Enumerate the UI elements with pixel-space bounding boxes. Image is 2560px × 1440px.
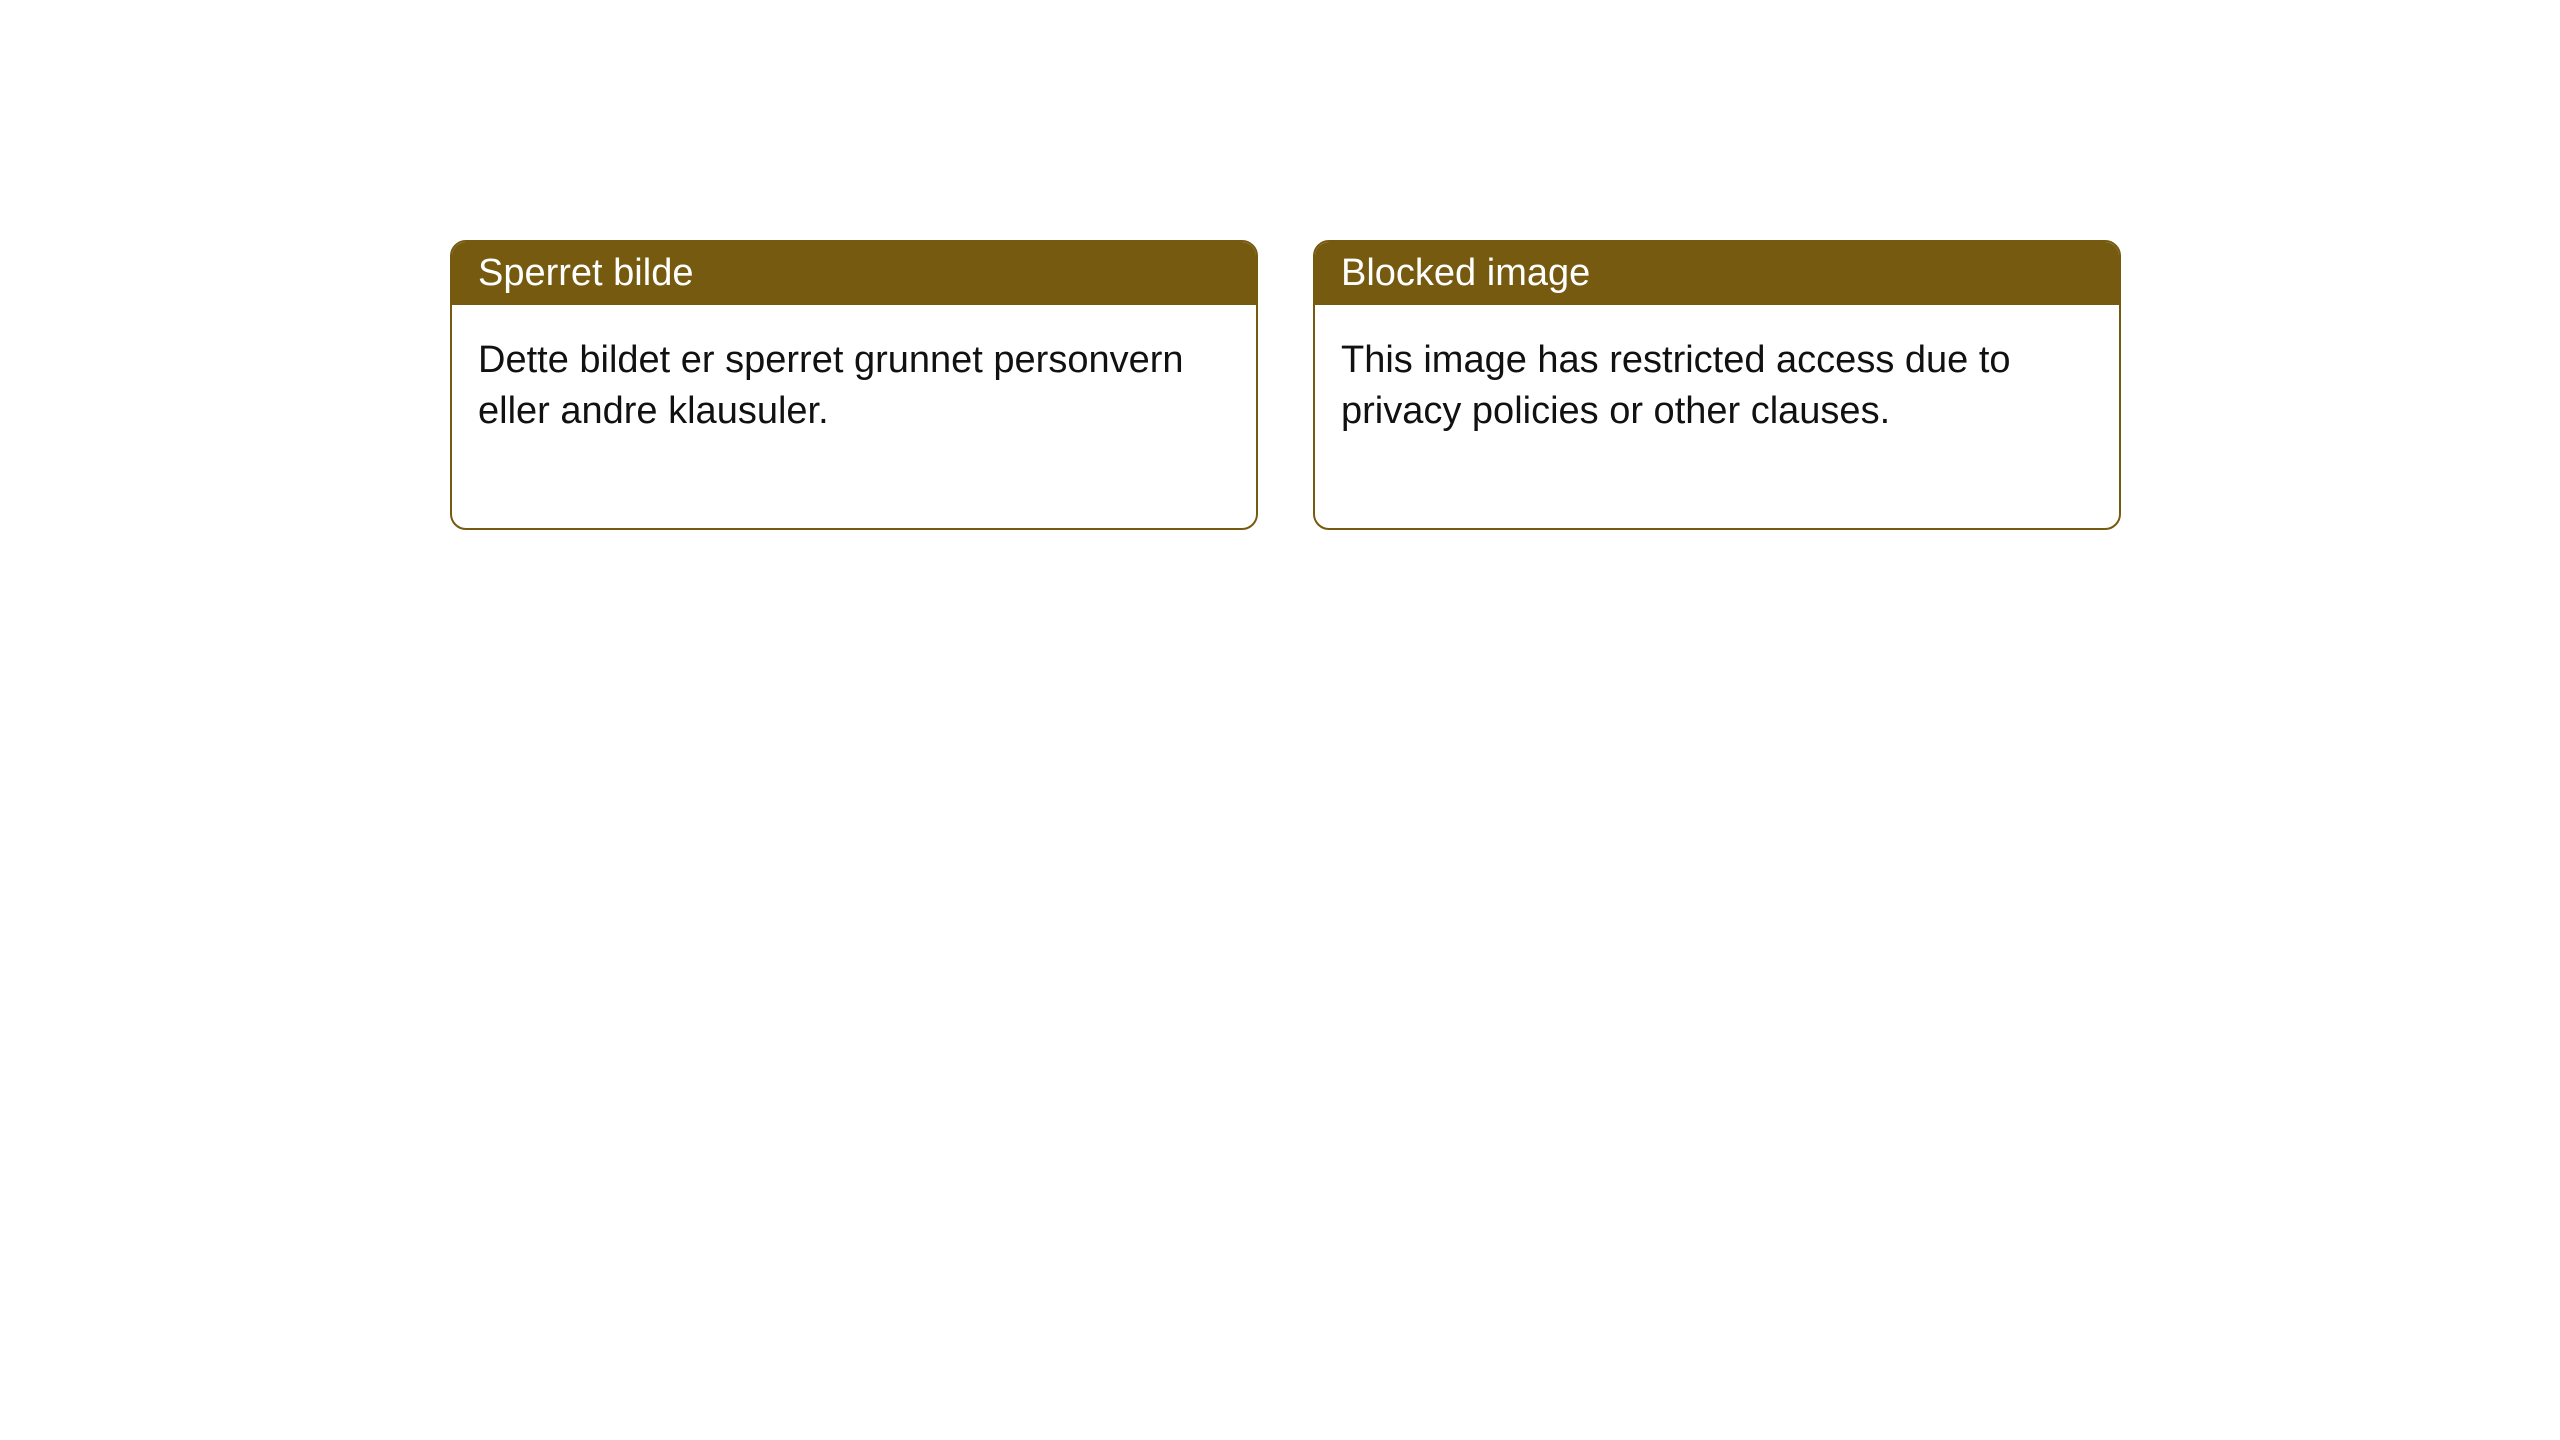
notice-title: Blocked image bbox=[1315, 242, 2119, 305]
notice-card-english: Blocked image This image has restricted … bbox=[1313, 240, 2121, 530]
notice-title: Sperret bilde bbox=[452, 242, 1256, 305]
notice-body: This image has restricted access due to … bbox=[1315, 305, 2119, 528]
notice-container: Sperret bilde Dette bildet er sperret gr… bbox=[0, 0, 2560, 530]
notice-card-norwegian: Sperret bilde Dette bildet er sperret gr… bbox=[450, 240, 1258, 530]
notice-body: Dette bildet er sperret grunnet personve… bbox=[452, 305, 1256, 528]
